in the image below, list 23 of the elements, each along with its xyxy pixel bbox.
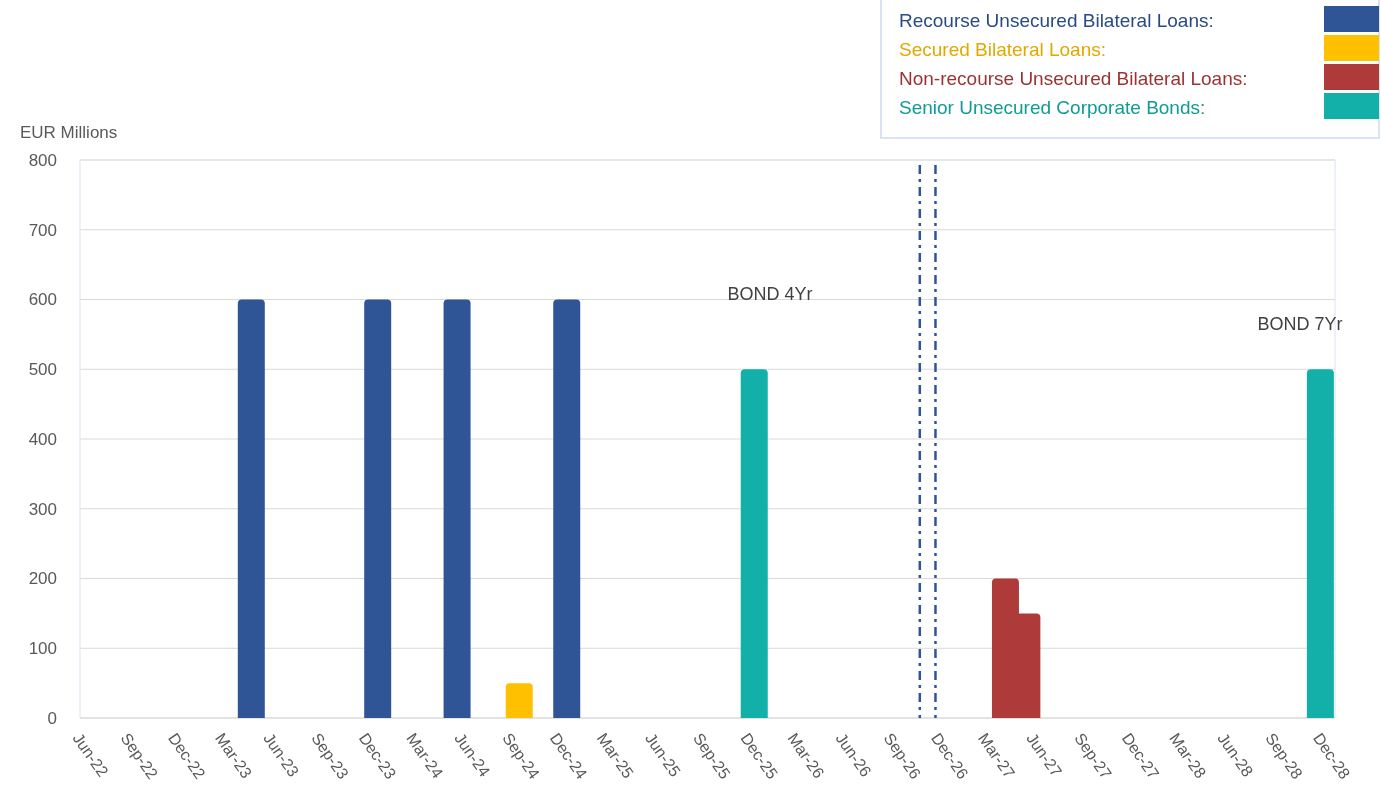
bar [237, 299, 265, 718]
text: Non-recourse Unsecured Bilateral Loans: [899, 67, 1248, 89]
y-tick-label: 600 [28, 290, 57, 310]
annotation: BOND 7Yr [1257, 314, 1343, 334]
bar [553, 299, 581, 718]
annotation: BOND 4Yr [727, 284, 813, 304]
y-tick-label: 200 [28, 569, 57, 589]
text: Recourse Unsecured Bilateral Loans: [899, 9, 1214, 31]
y-tick-label: 800 [28, 150, 57, 170]
text: Senior Unsecured Corporate Bonds: [899, 96, 1206, 118]
bar [443, 299, 471, 718]
bar [505, 683, 533, 718]
text: Secured Bilateral Loans: [899, 38, 1107, 60]
bar [740, 369, 768, 718]
y-tick-label: 500 [28, 360, 57, 380]
bar [364, 299, 392, 718]
bar [1306, 369, 1334, 718]
y-tick-label: 300 [28, 499, 57, 519]
y-tick-label: 0 [47, 708, 57, 728]
y-tick-label: 400 [28, 429, 57, 449]
y-axis-title: EUR Millions [20, 123, 118, 142]
y-tick-label: 100 [28, 639, 57, 659]
y-tick-label: 700 [28, 220, 57, 240]
